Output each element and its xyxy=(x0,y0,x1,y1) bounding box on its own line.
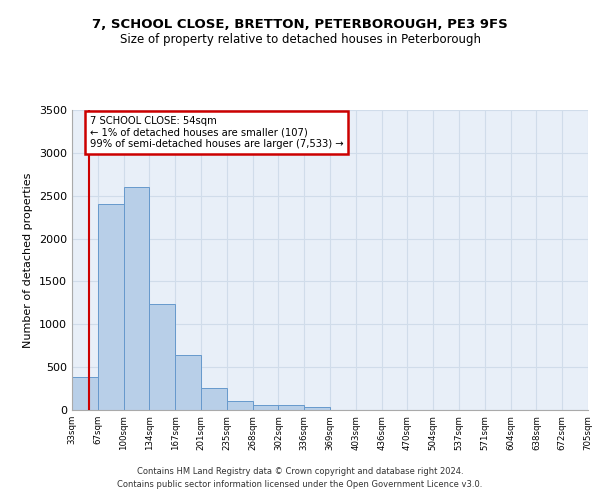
Bar xyxy=(227,402,253,410)
Text: 7, SCHOOL CLOSE, BRETTON, PETERBOROUGH, PE3 9FS: 7, SCHOOL CLOSE, BRETTON, PETERBOROUGH, … xyxy=(92,18,508,30)
Bar xyxy=(72,378,98,410)
Bar xyxy=(304,406,330,410)
Bar xyxy=(278,406,304,410)
Bar xyxy=(98,204,124,410)
Text: Contains public sector information licensed under the Open Government Licence v3: Contains public sector information licen… xyxy=(118,480,482,489)
Bar xyxy=(149,304,175,410)
Text: Size of property relative to detached houses in Peterborough: Size of property relative to detached ho… xyxy=(119,32,481,46)
Text: 7 SCHOOL CLOSE: 54sqm
← 1% of detached houses are smaller (107)
99% of semi-deta: 7 SCHOOL CLOSE: 54sqm ← 1% of detached h… xyxy=(90,116,343,149)
Y-axis label: Number of detached properties: Number of detached properties xyxy=(23,172,34,348)
Bar xyxy=(201,388,227,410)
Bar xyxy=(124,187,149,410)
Bar xyxy=(253,405,278,410)
Bar xyxy=(175,355,201,410)
Text: Contains HM Land Registry data © Crown copyright and database right 2024.: Contains HM Land Registry data © Crown c… xyxy=(137,467,463,476)
